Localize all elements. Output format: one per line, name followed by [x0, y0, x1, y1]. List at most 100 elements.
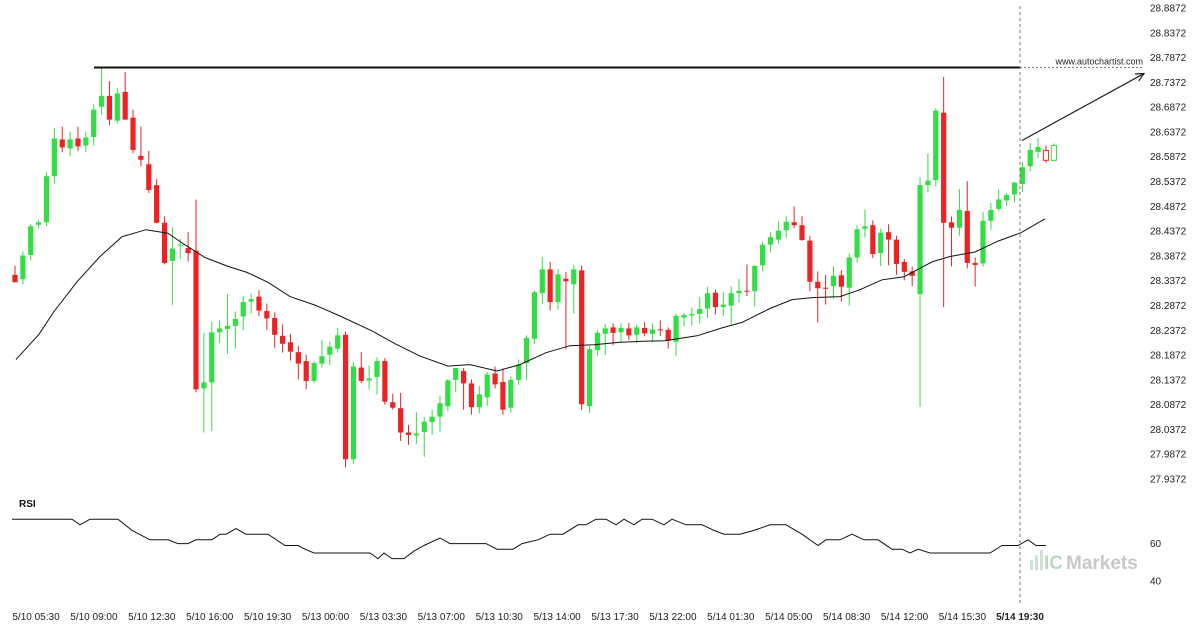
candle-body — [626, 328, 632, 336]
rsi-line — [12, 518, 1046, 560]
candle-body — [948, 222, 955, 228]
price-tick-label: 28.4872 — [1150, 202, 1187, 213]
candle-body — [720, 304, 726, 308]
candle-body — [594, 332, 600, 351]
candle — [996, 189, 1002, 212]
candle — [933, 108, 939, 187]
candle-body — [531, 292, 538, 339]
candle — [980, 211, 986, 267]
candle — [138, 126, 144, 167]
candle-body — [98, 95, 105, 107]
candle-body — [429, 416, 435, 423]
candle — [704, 286, 711, 318]
candle — [775, 221, 781, 244]
time-tick-label: 5/14 19:30 — [996, 612, 1044, 623]
candle — [224, 294, 231, 354]
candle-body — [374, 361, 380, 377]
candle — [767, 232, 774, 253]
candle — [988, 202, 994, 230]
candle-body — [146, 164, 152, 191]
candle-body — [846, 257, 852, 288]
candle-body — [752, 265, 758, 292]
candle — [523, 335, 530, 381]
price-tick-label: 28.2872 — [1150, 301, 1187, 312]
candle-body — [201, 382, 207, 389]
candle — [508, 376, 514, 413]
candle-body — [885, 232, 892, 240]
candle — [579, 265, 585, 410]
candle — [122, 72, 128, 120]
candle-body — [295, 352, 301, 364]
candle — [547, 261, 553, 311]
candle-body — [980, 220, 986, 264]
candle — [602, 323, 608, 356]
candle — [36, 219, 42, 229]
candle-body — [1027, 149, 1033, 167]
candle-body — [972, 262, 978, 265]
candle — [1011, 181, 1018, 203]
candle — [925, 153, 931, 193]
candle — [232, 311, 238, 349]
candle — [1050, 143, 1057, 162]
candle — [1027, 142, 1033, 172]
candle-body — [823, 287, 829, 289]
candle — [618, 323, 624, 343]
candle — [610, 323, 616, 346]
candle-body — [893, 239, 900, 264]
rsi-tick-label: 40 — [1150, 577, 1162, 588]
candle-body — [43, 176, 50, 223]
candle-body — [901, 261, 907, 272]
price-tick-label: 28.0872 — [1150, 400, 1187, 411]
candle-body — [248, 299, 254, 302]
candle — [217, 320, 223, 343]
candle-body — [303, 361, 309, 381]
candle-body — [366, 378, 372, 381]
candle-body — [398, 408, 404, 433]
candle — [91, 104, 97, 146]
candle — [350, 362, 357, 464]
candle — [948, 216, 955, 267]
candle — [964, 181, 970, 269]
time-tick-label: 5/14 15:30 — [939, 612, 987, 623]
candle — [870, 220, 876, 258]
candle-body — [209, 332, 215, 383]
candlestick-series — [12, 67, 1057, 468]
candle — [956, 189, 962, 236]
candle — [736, 278, 742, 303]
candle-body — [437, 403, 443, 417]
candle — [272, 312, 278, 348]
time-tick-label: 5/10 09:00 — [70, 612, 118, 623]
rsi-title: RSI — [19, 499, 36, 510]
candle-body — [36, 222, 42, 225]
candle-body — [1050, 144, 1057, 161]
candle-body — [571, 269, 577, 285]
candle — [885, 224, 892, 266]
candle-body — [579, 270, 585, 405]
candle — [539, 256, 545, 305]
candle-body — [760, 244, 766, 266]
candle-body — [468, 383, 475, 408]
candle — [571, 264, 577, 314]
candle-body — [138, 155, 144, 160]
candle — [665, 327, 671, 349]
watermark-prefix: IC — [1044, 553, 1063, 574]
candle — [854, 225, 860, 263]
candle — [531, 290, 538, 344]
candle — [634, 324, 640, 344]
time-tick-label: 5/13 00:00 — [302, 612, 350, 623]
candle — [909, 266, 915, 287]
candle-body — [240, 302, 246, 317]
time-tick-label: 5/13 14:00 — [533, 612, 581, 623]
candle-body — [114, 93, 120, 121]
candle — [862, 209, 868, 238]
candle-body — [665, 329, 671, 341]
price-tick-label: 28.1872 — [1150, 351, 1187, 362]
time-tick-label: 5/13 03:30 — [360, 612, 408, 623]
candle — [941, 77, 947, 308]
candle-body — [1019, 167, 1025, 185]
candle-body — [941, 112, 947, 223]
price-tick-label: 28.8372 — [1150, 28, 1187, 39]
candle — [878, 228, 884, 266]
candle-body — [327, 346, 333, 355]
candle-body — [673, 315, 679, 342]
